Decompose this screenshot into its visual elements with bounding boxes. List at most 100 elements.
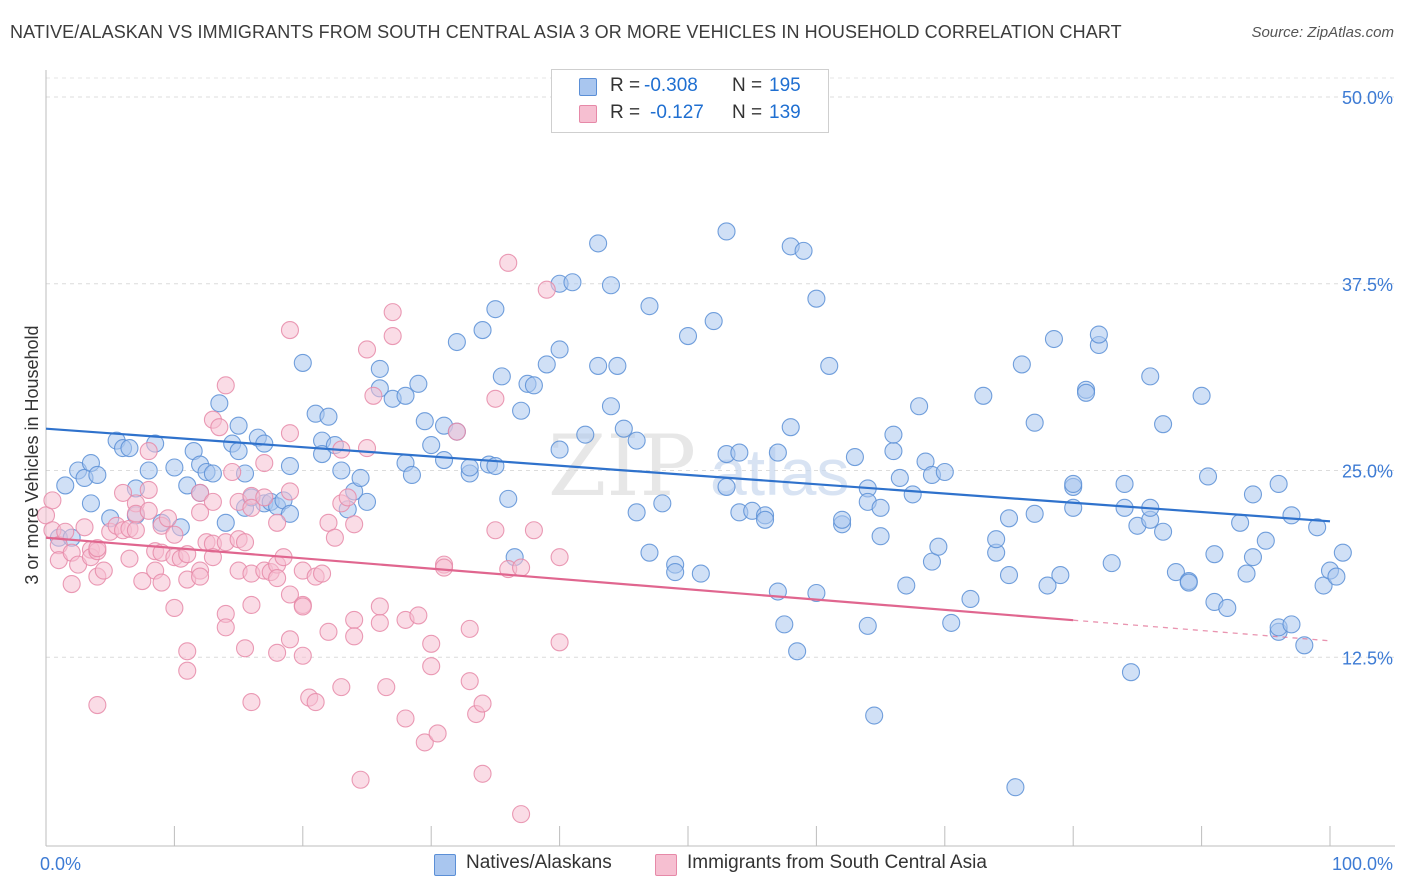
immigrant-point: [396, 709, 415, 728]
immigrant-point: [191, 503, 210, 522]
immigrant-point: [203, 548, 222, 567]
native-point: [1218, 598, 1237, 617]
immigrant-point: [345, 515, 364, 534]
native-point: [422, 436, 441, 455]
native-point: [678, 326, 698, 346]
native-point: [1243, 485, 1263, 504]
native-point: [589, 234, 608, 253]
series-label: Immigrants from South Central Asia: [687, 852, 987, 873]
native-point: [691, 564, 710, 583]
native-point: [1006, 778, 1025, 797]
immigrant-point: [255, 453, 274, 473]
immigrant-point: [203, 492, 222, 511]
native-point: [833, 510, 852, 529]
series-swatch-pink: [655, 854, 677, 876]
correlation-legend: R = -0.308 N = 195 R = -0.127 N = 139: [551, 69, 829, 133]
native-point: [653, 494, 672, 513]
x-tick-label: 0.0%: [40, 854, 81, 874]
native-point: [987, 530, 1006, 549]
immigrant-point: [409, 606, 428, 625]
immigrant-point: [447, 422, 466, 441]
immigrant-point: [139, 480, 158, 499]
immigrant-point: [152, 573, 171, 592]
immigrant-point: [486, 389, 505, 408]
native-point: [942, 613, 961, 632]
immigrant-point: [422, 657, 441, 676]
native-point: [203, 464, 222, 483]
native-point: [999, 566, 1019, 585]
native-point: [865, 706, 884, 725]
native-point: [293, 353, 312, 372]
native-point: [1051, 566, 1070, 585]
native-point: [409, 374, 428, 393]
immigrant-point: [280, 482, 300, 501]
immigrant-point: [113, 483, 133, 502]
legend-n-value: 139: [769, 102, 801, 123]
native-point: [1282, 615, 1301, 634]
immigrant-point: [293, 646, 312, 665]
native-point: [820, 356, 839, 375]
immigrant-point: [313, 564, 332, 583]
native-point: [229, 416, 248, 435]
native-point: [402, 465, 421, 485]
native-point: [929, 537, 948, 556]
immigrant-point: [242, 595, 261, 615]
native-point: [910, 397, 929, 416]
native-point: [370, 359, 389, 378]
native-point: [332, 461, 351, 480]
immigrant-point: [434, 558, 454, 577]
native-point: [974, 386, 993, 405]
immigrant-point: [216, 376, 235, 395]
native-point: [627, 431, 646, 450]
immigrant-point: [357, 340, 377, 359]
native-point: [961, 589, 980, 609]
immigrant-point: [191, 567, 210, 586]
native-point: [550, 340, 569, 359]
immigrant-point: [139, 501, 158, 520]
legend-r-value: -0.127: [650, 102, 704, 123]
native-point: [788, 642, 807, 661]
native-point: [1314, 576, 1333, 595]
native-point: [1179, 573, 1198, 592]
immigrant-point: [332, 678, 351, 697]
immigrant-point: [415, 733, 434, 752]
native-point: [890, 468, 909, 488]
native-point: [280, 504, 300, 523]
immigrant-point: [165, 525, 184, 544]
native-point: [415, 412, 434, 431]
axes: [45, 70, 1395, 847]
native-point: [357, 492, 377, 511]
native-point: [903, 485, 922, 504]
native-point: [396, 386, 415, 405]
native-point: [1243, 548, 1263, 567]
native-point: [1198, 467, 1218, 486]
immigrant-point: [36, 506, 56, 525]
native-point: [56, 476, 75, 495]
native-point: [1333, 543, 1352, 562]
native-point: [447, 332, 466, 352]
native-point: [640, 543, 659, 562]
native-point: [1044, 329, 1063, 349]
native-point: [1038, 576, 1057, 595]
series-legend-immigrants: Immigrants from South Central Asia: [655, 852, 1015, 878]
native-point: [807, 583, 826, 603]
native-point: [704, 312, 723, 331]
immigrant-point: [268, 569, 287, 588]
immigrant-point: [338, 488, 357, 507]
native-point: [1076, 383, 1096, 402]
immigrant-point: [345, 627, 364, 646]
native-point: [1327, 567, 1346, 586]
immigrant-point: [255, 488, 274, 507]
y-axis-label: 3 or more Vehicles in Household: [22, 325, 42, 584]
trend-line-solid: [45, 536, 1074, 622]
immigrant-point: [473, 694, 492, 713]
native-point: [576, 425, 595, 444]
native-point: [319, 407, 338, 426]
native-point: [1012, 355, 1031, 374]
immigrant-point: [499, 253, 518, 272]
immigrant-point: [191, 483, 210, 502]
native-point: [627, 503, 646, 522]
native-point: [351, 468, 370, 488]
native-point: [460, 458, 479, 477]
immigrant-point: [120, 549, 139, 568]
